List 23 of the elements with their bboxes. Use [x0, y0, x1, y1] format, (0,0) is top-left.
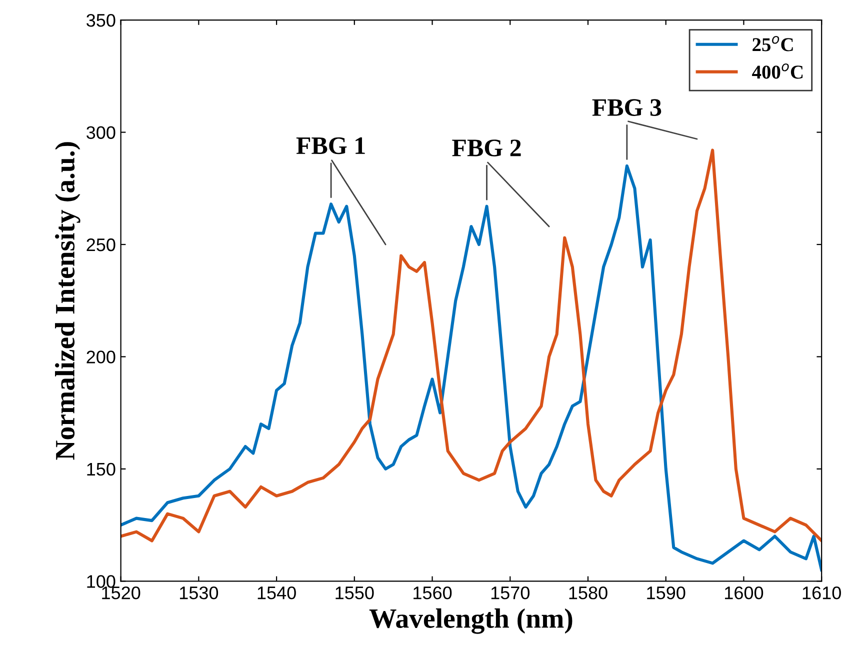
y-tick-label: 150: [87, 462, 116, 476]
x-tick-label: 1550: [336, 586, 374, 600]
x-tick-label: 1530: [180, 586, 218, 600]
y-tick-label: 200: [86, 350, 116, 364]
y-tick-label: 300: [86, 126, 116, 139]
x-axis-title: Wavelength (nm): [369, 608, 572, 634]
y-axis-title: Normalized Intensity (a.u.): [55, 142, 80, 460]
x-tick-label: 1570: [491, 586, 530, 600]
legend-label: 400$^{o}$C: [752, 63, 803, 79]
y-tick-label: 100: [87, 575, 116, 588]
annotation: FBG 2: [452, 140, 521, 156]
x-tick-label: 1560: [414, 586, 452, 600]
x-tick-label: 1520: [102, 586, 140, 600]
x-tick-label: 1600: [725, 586, 764, 600]
y-tick-label: 350: [86, 14, 116, 27]
x-tick-label: 1610: [802, 586, 841, 600]
legend-label: 25$^{o}$C: [752, 36, 793, 52]
annotation: FBG 1: [296, 137, 365, 154]
y-tick-label: 250: [86, 238, 116, 252]
x-tick-label: 1590: [647, 586, 686, 600]
x-tick-label: 1540: [258, 586, 296, 600]
x-tick-label: 1580: [569, 586, 608, 600]
annotation: FBG 3: [592, 99, 662, 116]
